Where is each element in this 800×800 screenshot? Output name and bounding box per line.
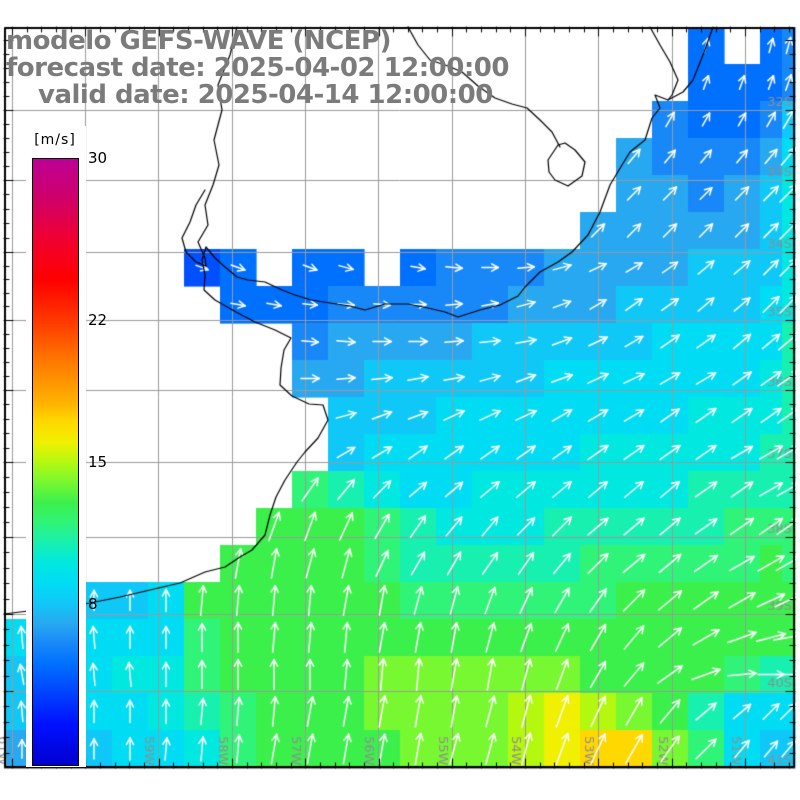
valid-date: valid date: 2025-04-14 12:00:00	[38, 80, 493, 110]
colorbar-tick-label: 30	[88, 149, 108, 167]
colorbar-tick-label: 8	[88, 594, 98, 613]
colorbar-tick-label: 22	[88, 311, 108, 330]
colorbar-gradient	[32, 158, 79, 766]
colorbar-tick-label: 15	[88, 453, 108, 471]
forecast-date: forecast date: 2025-04-02 12:00:00	[6, 53, 509, 83]
colorbar-unit-label: [m/s]	[34, 132, 76, 148]
colorbar: [m/s] 30 22 15 8	[26, 126, 107, 767]
model-title: modelo GEFS-WAVE (NCEP)	[6, 26, 391, 56]
